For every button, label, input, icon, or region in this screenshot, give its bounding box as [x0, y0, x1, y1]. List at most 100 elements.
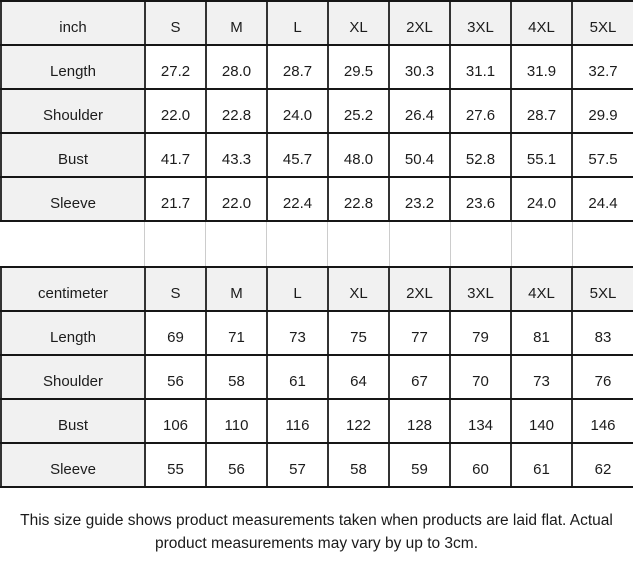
measurement-row: Sleeve 55 56 57 58 59 60 61 62 — [0, 442, 633, 488]
measurement-value-cell: 81 — [510, 310, 572, 356]
measurement-label: Bust — [0, 398, 145, 444]
size-header-cell: 3XL — [449, 266, 511, 312]
measurement-label: Shoulder — [0, 88, 145, 134]
measurement-row: Sleeve 21.7 22.0 22.4 22.8 23.2 23.6 24.0 24.4 — [0, 176, 633, 222]
measurement-value-cell: 71 — [205, 310, 267, 356]
measurement-value-cell: 140 — [510, 398, 572, 444]
measurement-value-cell: 61 — [266, 354, 328, 400]
gap-cell — [388, 222, 450, 266]
measurement-value-cell: 22.4 — [266, 176, 328, 222]
size-header-cell: 5XL — [571, 0, 633, 46]
measurement-value-cell: 43.3 — [205, 132, 267, 178]
gap-cell — [510, 222, 572, 266]
measurement-value-cell: 56 — [144, 354, 206, 400]
table-gap — [0, 222, 633, 266]
measurement-value-cell: 24.0 — [266, 88, 328, 134]
measurement-row: Length 27.2 28.0 28.7 29.5 30.3 31.1 31.9 32.7 — [0, 44, 633, 90]
size-header-cell: 4XL — [510, 266, 572, 312]
measurement-value-cell: 77 — [388, 310, 450, 356]
measurement-value-cell: 61 — [510, 442, 572, 488]
measurement-value-cell: 50.4 — [388, 132, 450, 178]
size-header-cell: 2XL — [388, 266, 450, 312]
measurement-value-cell: 57 — [266, 442, 328, 488]
measurement-value-cell: 28.7 — [266, 44, 328, 90]
measurement-label: Sleeve — [0, 176, 145, 222]
measurement-value-cell: 57.5 — [571, 132, 633, 178]
measurement-value-cell: 134 — [449, 398, 511, 444]
inch-size-table: inch S M L XL 2XL 3XL 4XL 5XL Length 27.2 28.0 28.7 2… — [0, 0, 633, 222]
size-header-cell: 4XL — [510, 0, 572, 46]
measurement-value-cell: 110 — [205, 398, 267, 444]
measurement-value-cell: 58 — [205, 354, 267, 400]
measurement-value-cell: 146 — [571, 398, 633, 444]
measurement-value-cell: 25.2 — [327, 88, 389, 134]
size-header-cell: M — [205, 266, 267, 312]
gap-cell — [205, 222, 266, 266]
measurement-row: Length 69 71 73 75 77 79 81 83 — [0, 310, 633, 356]
measurement-value-cell: 122 — [327, 398, 389, 444]
size-header-cell: S — [144, 0, 206, 46]
measurement-value-cell: 22.0 — [205, 176, 267, 222]
measurement-value-cell: 60 — [449, 442, 511, 488]
measurement-value-cell: 30.3 — [388, 44, 450, 90]
size-guide-note-line1: This size guide shows product measuremen… — [20, 512, 613, 529]
measurement-value-cell: 23.6 — [449, 176, 511, 222]
size-header-cell: L — [266, 266, 328, 312]
measurement-value-cell: 22.0 — [144, 88, 206, 134]
measurement-label: Sleeve — [0, 442, 145, 488]
measurement-value-cell: 70 — [449, 354, 511, 400]
size-header-cell: L — [266, 0, 328, 46]
measurement-value-cell: 31.1 — [449, 44, 511, 90]
measurement-value-cell: 28.7 — [510, 88, 572, 134]
centimeter-size-table: centimeter S M L XL 2XL 3XL 4XL 5XL Length 69 71 73 7… — [0, 266, 633, 488]
measurement-value-cell: 73 — [510, 354, 572, 400]
measurement-value-cell: 29.9 — [571, 88, 633, 134]
measurement-value-cell: 27.6 — [449, 88, 511, 134]
measurement-value-cell: 106 — [144, 398, 206, 444]
measurement-value-cell: 56 — [205, 442, 267, 488]
size-header-row: centimeter S M L XL 2XL 3XL 4XL 5XL — [0, 266, 633, 312]
size-guide-note-line2: product measurements may vary by up to 3… — [154, 535, 479, 552]
measurement-value-cell: 52.8 — [449, 132, 511, 178]
size-header-cell: 2XL — [388, 0, 450, 46]
measurement-value-cell: 83 — [571, 310, 633, 356]
unit-label: inch — [0, 0, 145, 46]
measurement-value-cell: 76 — [571, 354, 633, 400]
size-header-cell: XL — [327, 266, 389, 312]
measurement-value-cell: 48.0 — [327, 132, 389, 178]
measurement-label: Shoulder — [0, 354, 145, 400]
size-header-cell: M — [205, 0, 267, 46]
gap-cell — [266, 222, 327, 266]
size-header-cell: 3XL — [449, 0, 511, 46]
gap-cell — [571, 222, 633, 266]
gap-cell — [327, 222, 388, 266]
measurement-label: Bust — [0, 132, 145, 178]
gap-cell — [449, 222, 511, 266]
measurement-value-cell: 22.8 — [327, 176, 389, 222]
measurement-value-cell: 27.2 — [144, 44, 206, 90]
size-guide-note: This size guide shows product measuremen… — [7, 509, 627, 555]
measurement-row: Shoulder 22.0 22.8 24.0 25.2 26.4 27.6 28.7 29.9 — [0, 88, 633, 134]
size-header-cell: XL — [327, 0, 389, 46]
measurement-value-cell: 55 — [144, 442, 206, 488]
measurement-value-cell: 58 — [327, 442, 389, 488]
size-header-cell: S — [144, 266, 206, 312]
measurement-label: Length — [0, 310, 145, 356]
measurement-value-cell: 41.7 — [144, 132, 206, 178]
measurement-value-cell: 79 — [449, 310, 511, 356]
measurement-value-cell: 45.7 — [266, 132, 328, 178]
size-header-cell: 5XL — [571, 266, 633, 312]
measurement-row: Bust 41.7 43.3 45.7 48.0 50.4 52.8 55.1 57.5 — [0, 132, 633, 178]
measurement-value-cell: 64 — [327, 354, 389, 400]
measurement-value-cell: 75 — [327, 310, 389, 356]
measurement-value-cell: 55.1 — [510, 132, 572, 178]
unit-label: centimeter — [0, 266, 145, 312]
measurement-value-cell: 29.5 — [327, 44, 389, 90]
measurement-value-cell: 67 — [388, 354, 450, 400]
measurement-value-cell: 28.0 — [205, 44, 267, 90]
measurement-value-cell: 73 — [266, 310, 328, 356]
measurement-value-cell: 32.7 — [571, 44, 633, 90]
measurement-row: Shoulder 56 58 61 64 67 70 73 76 — [0, 354, 633, 400]
measurement-value-cell: 21.7 — [144, 176, 206, 222]
